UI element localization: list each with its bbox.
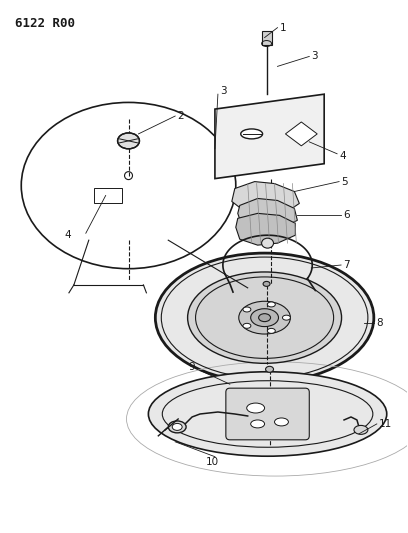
Ellipse shape <box>188 272 341 364</box>
Text: 10: 10 <box>205 457 219 467</box>
Text: 6122 R00: 6122 R00 <box>15 17 75 30</box>
Polygon shape <box>215 94 324 179</box>
Ellipse shape <box>239 301 290 334</box>
Polygon shape <box>236 213 295 245</box>
Ellipse shape <box>172 423 182 430</box>
Ellipse shape <box>149 372 387 456</box>
Ellipse shape <box>251 420 264 428</box>
Polygon shape <box>238 198 297 231</box>
Polygon shape <box>232 182 299 215</box>
Ellipse shape <box>267 302 275 307</box>
Text: 11: 11 <box>379 419 392 429</box>
Ellipse shape <box>241 129 263 139</box>
Ellipse shape <box>263 281 270 286</box>
Ellipse shape <box>243 324 251 328</box>
Ellipse shape <box>118 133 140 149</box>
Bar <box>94 188 122 204</box>
Text: 4: 4 <box>339 151 346 161</box>
Ellipse shape <box>168 421 186 433</box>
Text: 5: 5 <box>341 176 348 187</box>
Text: 6: 6 <box>343 211 350 220</box>
Text: 4: 4 <box>64 230 71 240</box>
Text: 2: 2 <box>177 111 184 121</box>
Bar <box>262 30 272 45</box>
Text: 9: 9 <box>188 362 195 373</box>
Ellipse shape <box>275 418 288 426</box>
Ellipse shape <box>155 253 374 382</box>
Ellipse shape <box>282 315 290 320</box>
Ellipse shape <box>251 309 279 327</box>
Text: 7: 7 <box>343 260 350 270</box>
Ellipse shape <box>247 403 264 413</box>
FancyBboxPatch shape <box>226 388 309 440</box>
Polygon shape <box>286 122 317 146</box>
Ellipse shape <box>266 366 273 372</box>
Ellipse shape <box>259 314 271 321</box>
Text: 1: 1 <box>279 22 286 33</box>
Ellipse shape <box>262 238 273 248</box>
Text: 3: 3 <box>220 86 226 96</box>
Text: 8: 8 <box>376 318 382 328</box>
Ellipse shape <box>354 425 368 434</box>
Ellipse shape <box>267 328 275 333</box>
Text: 3: 3 <box>311 52 318 61</box>
Ellipse shape <box>243 307 251 312</box>
